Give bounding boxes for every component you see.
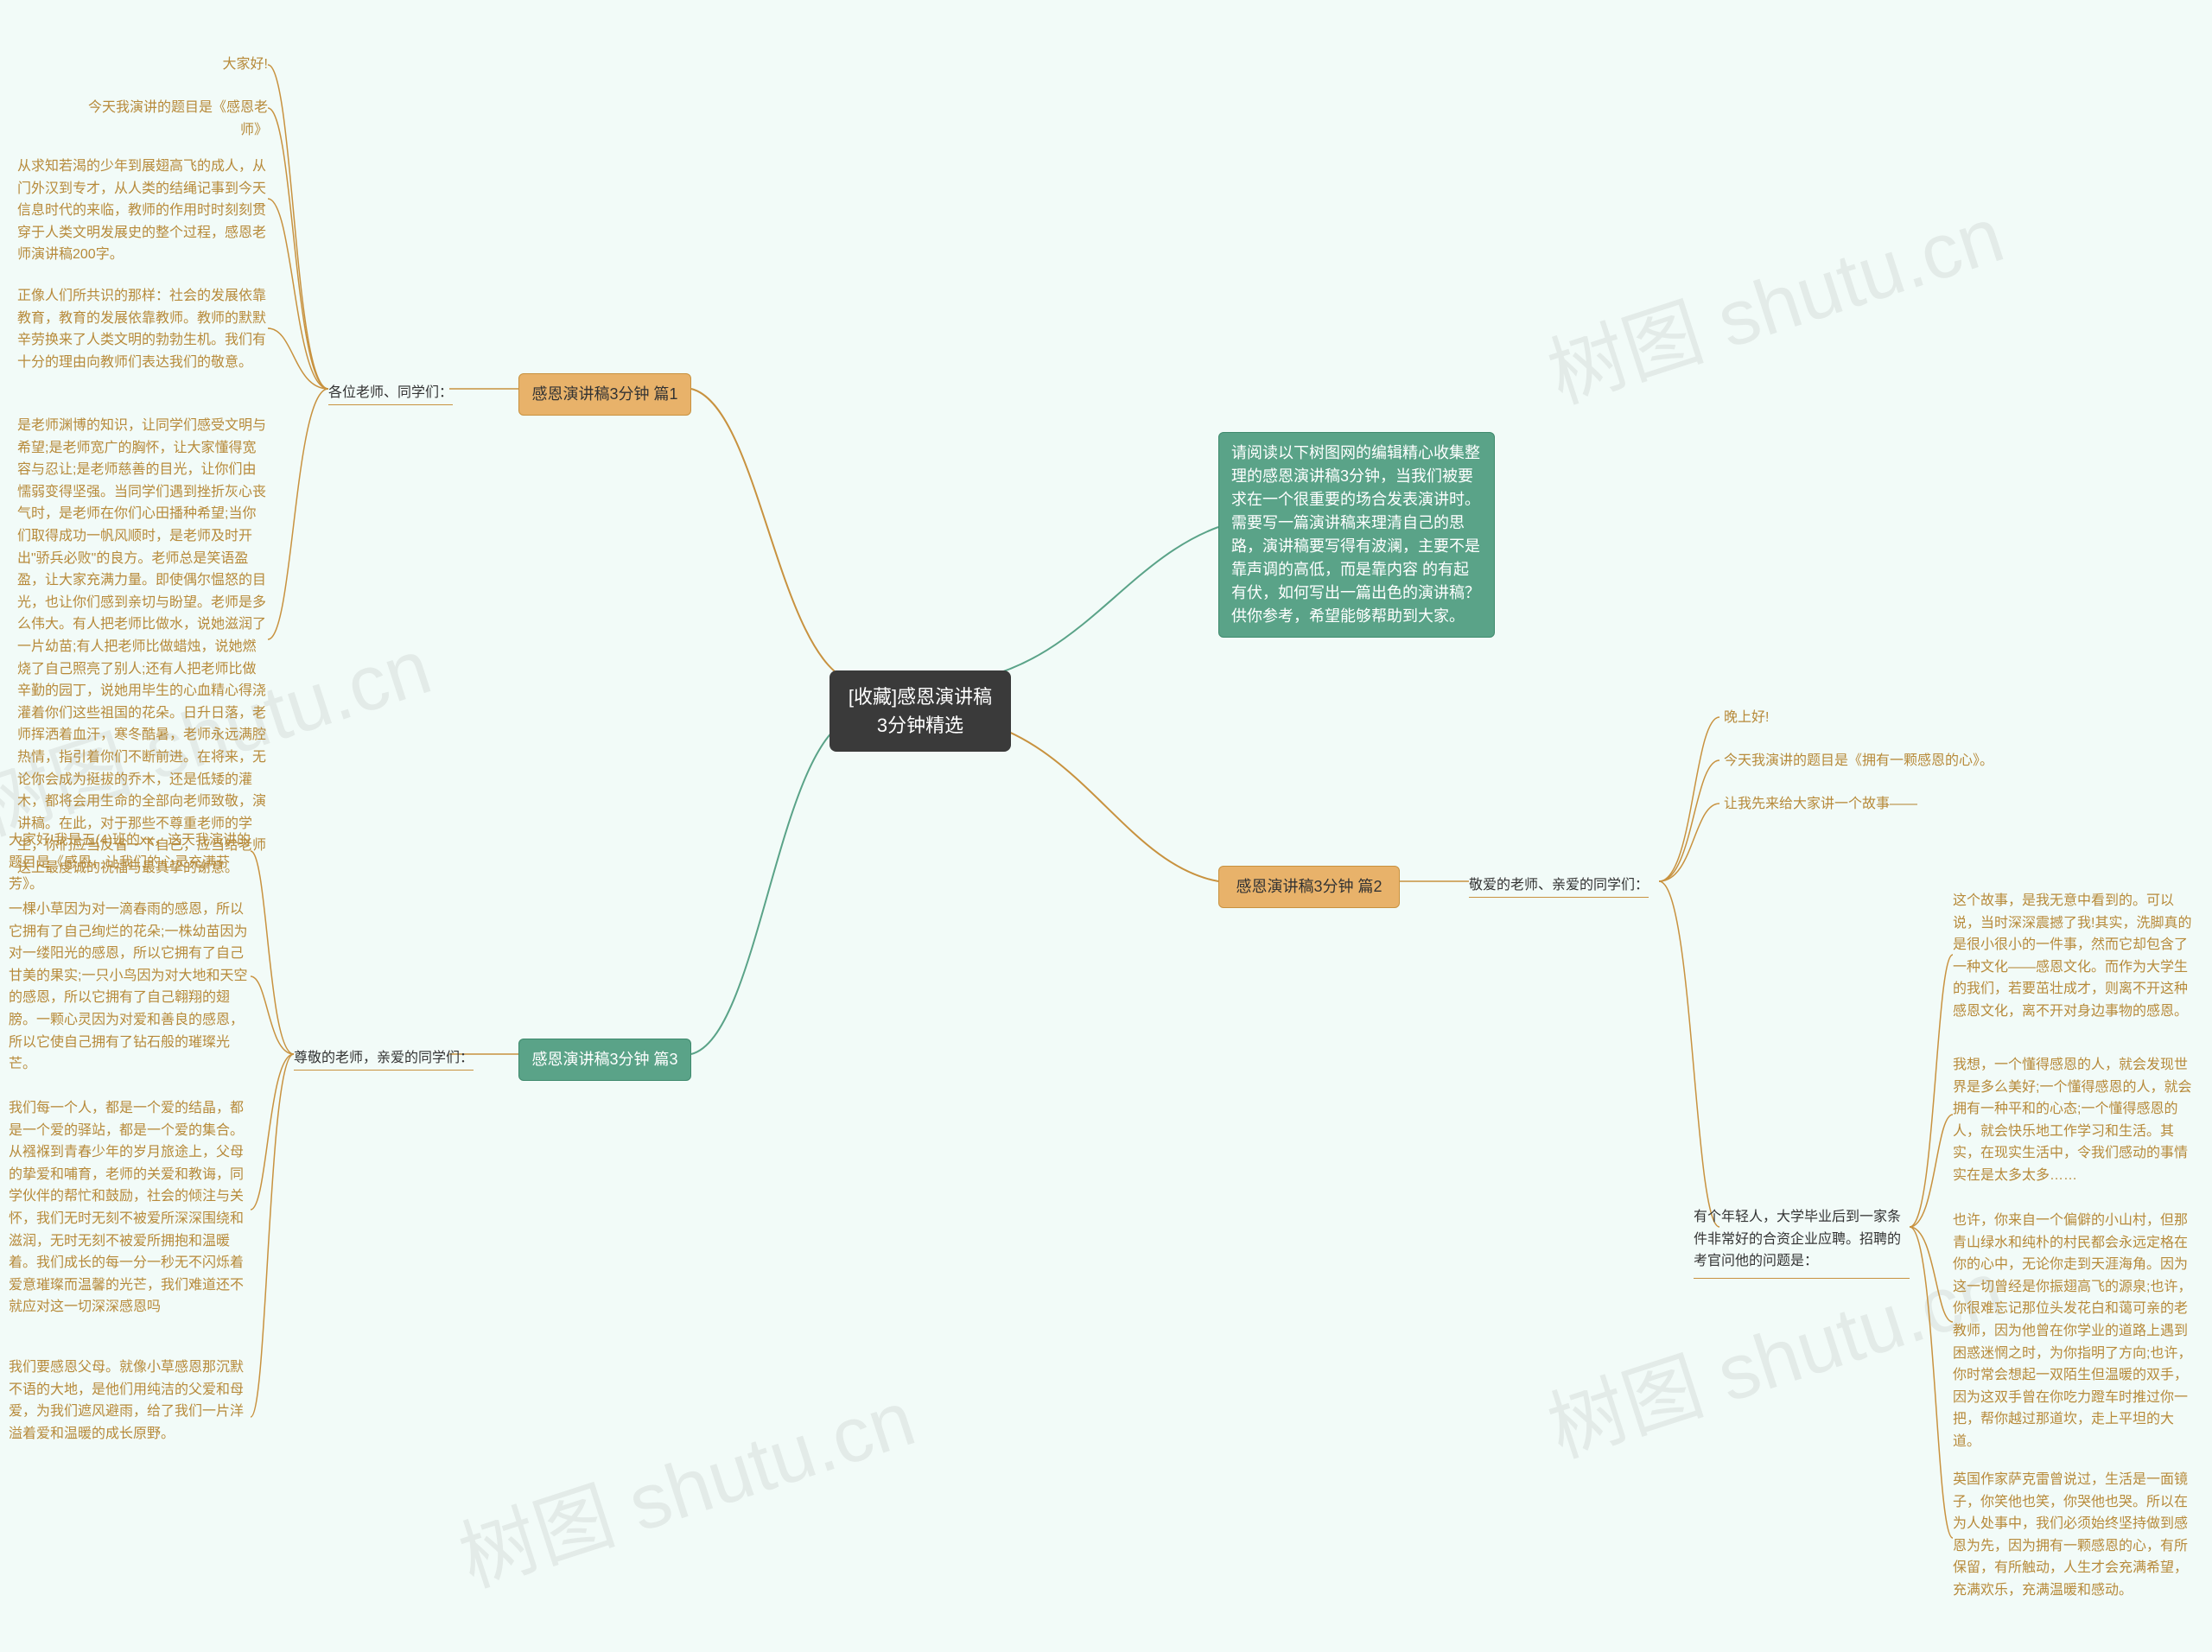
section3-leaf-c: 我们每一个人，都是一个爱的结晶，都是一个爱的驿站，都是一个爱的集合。从襁褓到青春… [9,1097,251,1318]
section2-sub2-label: 有个年轻人，大学毕业后到一家条件非常好的合资企业应聘。招聘的考官问他的问题是： [1694,1206,1910,1279]
section3-leaf-a: 大家好!我是五(4)班的xx，这天我演讲的题目是《感恩，让我们的心灵充满芬芳》。 [9,829,251,896]
section2-sub2-c: 也许，你来自一个偏僻的小山村，但那青山绿水和纯朴的村民都会永远定格在你的心中，无… [1953,1210,2195,1453]
section1-leaf-b: 今天我演讲的题目是《感恩老师》 [69,97,268,141]
watermark: 树图 shutu.cn [443,1356,926,1608]
section2-label: 敬爱的老师、亲爱的同学们： [1469,873,1649,898]
section1-title: 感恩演讲稿3分钟 篇1 [518,373,691,416]
watermark: 树图 shutu.cn [1532,172,2015,424]
section1-leaf-d: 正像人们所共识的那样：社会的发展依靠教育，教育的发展依靠教师。教师的默默辛劳换来… [17,285,268,373]
section2-sub2-d: 英国作家萨克雷曾说过，生活是一面镜子，你笑他也笑，你哭他也哭。所以在为人处事中，… [1953,1469,2195,1602]
section3-title: 感恩演讲稿3分钟 篇3 [518,1039,691,1081]
section2-sub1-b: 今天我演讲的题目是《拥有一颗感恩的心》。 [1724,750,1993,772]
section3-label: 尊敬的老师，亲爱的同学们： [294,1045,474,1071]
connector-layer [0,0,2212,1652]
section2-sub2-a: 这个故事，是我无意中看到的。可以说，当时深深震撼了我!其实，洗脚真的是很小很小的… [1953,890,2195,1023]
section1-label: 各位老师、同学们： [328,380,453,405]
section1-leaf-c: 从求知若渴的少年到展翅高飞的成人，从门外汉到专才，从人类的结绳记事到今天信息时代… [17,156,268,266]
section2-sub1-c: 让我先来给大家讲一个故事—— [1724,793,1917,816]
intro-box: 请阅读以下树图网的编辑精心收集整理的感恩演讲稿3分钟，当我们被要求在一个很重要的… [1218,432,1495,638]
section2-title: 感恩演讲稿3分钟 篇2 [1218,866,1400,908]
section1-leaf-e: 是老师渊博的知识，让同学们感受文明与希望;是老师宽广的胸怀，让大家懂得宽容与忍让… [17,415,268,879]
section3-leaf-b: 一棵小草因为对一滴春雨的感恩，所以它拥有了自己绚烂的花朵;一株幼苗因为对一缕阳光… [9,899,251,1076]
section3-leaf-d: 我们要感恩父母。就像小草感恩那沉默不语的大地，是他们用纯洁的父爱和母爱，为我们遮… [9,1357,251,1445]
section1-leaf-a: 大家好! [186,54,268,76]
root-node: [收藏]感恩演讲稿3分钟精选 [830,670,1011,752]
section2-sub2-b: 我想，一个懂得感恩的人，就会发现世界是多么美好;一个懂得感恩的人，就会拥有一种平… [1953,1054,2195,1187]
section2-sub1-a: 晚上好! [1724,707,1769,729]
